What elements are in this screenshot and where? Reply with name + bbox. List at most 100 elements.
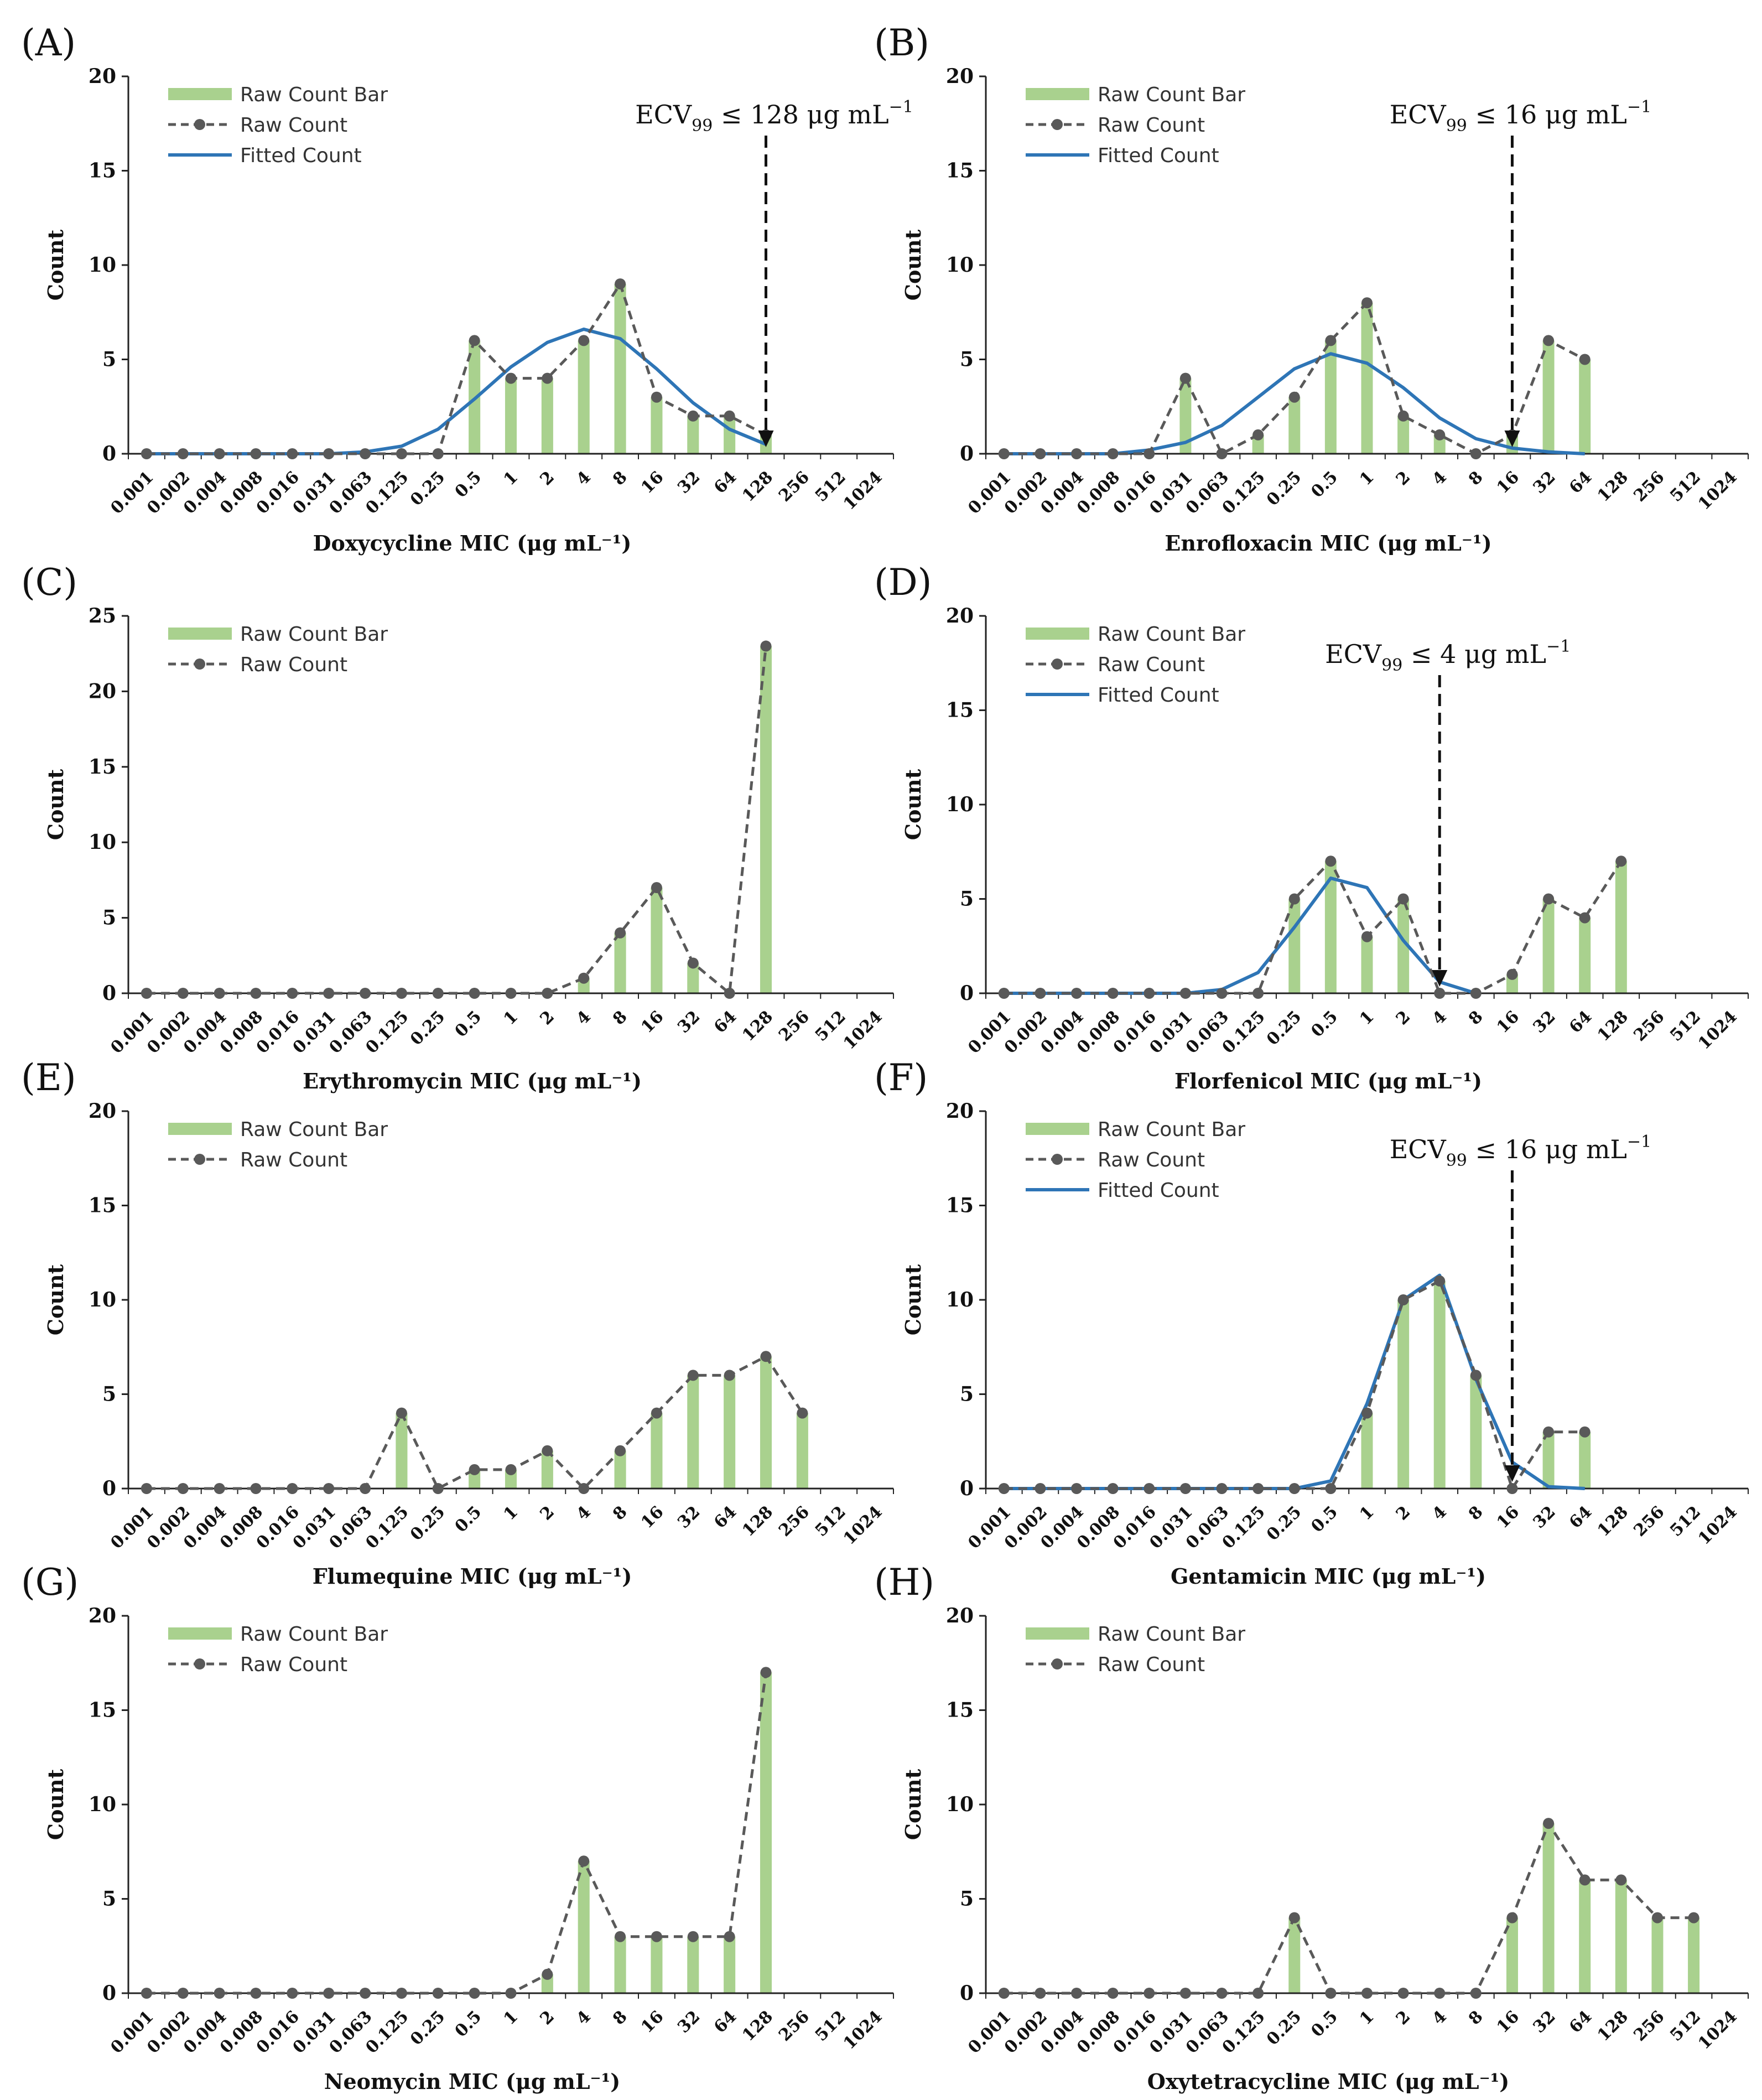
raw-count-point — [578, 335, 590, 346]
y-tick-label: 15 — [89, 1194, 116, 1217]
x-tick-label: 0.5 — [451, 1502, 486, 1537]
x-tick-label: 64 — [710, 468, 740, 497]
x-tick-label: 16 — [637, 2007, 667, 2037]
x-tick-label: 4 — [1428, 1502, 1451, 1525]
x-tick-label: 2 — [537, 1007, 559, 1029]
y-tick-label: 15 — [946, 699, 974, 722]
raw-count-point — [1325, 855, 1337, 867]
x-tick-label: 8 — [609, 1007, 631, 1029]
chart-panel-c: (C)05101520250.0010.0020.0040.0080.0160.… — [21, 561, 894, 1093]
bar — [1579, 1432, 1591, 1489]
raw-count-point — [1288, 1912, 1300, 1923]
raw-count-point — [724, 1931, 735, 1942]
raw-count-point — [1397, 893, 1409, 905]
x-tick-label: 4 — [1428, 1007, 1451, 1029]
x-tick-label: 0.5 — [451, 1007, 486, 1041]
legend-swatch-raw-marker — [194, 1658, 205, 1669]
raw-count-point — [1434, 1275, 1446, 1287]
raw-count-point — [542, 1968, 553, 1980]
y-axis-title: Count — [43, 769, 68, 840]
x-tick-label: 8 — [1465, 468, 1487, 490]
legend-label: Raw Count — [240, 1653, 347, 1676]
legend-label: Raw Count Bar — [240, 84, 388, 106]
bar — [651, 1936, 663, 1993]
bar — [1470, 1375, 1482, 1489]
legend-swatch-raw-marker — [1052, 1154, 1063, 1165]
bar — [541, 378, 553, 454]
raw-count-point — [287, 988, 298, 999]
x-tick-label: 64 — [710, 1502, 740, 1532]
raw-count-point — [250, 448, 262, 459]
raw-count-point — [1216, 1988, 1228, 1999]
raw-count-point — [1506, 1912, 1518, 1923]
x-tick-label: 1 — [500, 468, 522, 490]
raw-count-line — [1004, 1820, 1694, 1995]
x-tick-label: 0.5 — [1307, 468, 1342, 502]
bar — [724, 1936, 736, 1993]
bar — [1433, 1280, 1446, 1489]
raw-count-point — [1252, 429, 1264, 440]
bar — [1324, 861, 1337, 993]
raw-count-point — [1035, 1988, 1046, 1999]
x-tick-label: 16 — [637, 1502, 667, 1532]
raw-count-point — [1216, 448, 1228, 459]
raw-count-point — [1397, 410, 1409, 422]
panel-label: (C) — [21, 561, 77, 604]
x-tick-label: 1 — [1356, 1007, 1378, 1029]
raw-count-point — [323, 1483, 335, 1494]
x-tick-label: 256 — [1630, 1007, 1669, 1045]
bar — [724, 1375, 736, 1489]
chart-panel-a: (A)051015200.0010.0020.0040.0080.0160.03… — [21, 22, 913, 556]
x-tick-label: 0.25 — [407, 468, 449, 510]
legend-swatch-raw-marker — [194, 658, 205, 670]
raw-count-point — [542, 988, 553, 999]
raw-count-point — [432, 1483, 444, 1494]
x-tick-label: 0.25 — [407, 2007, 449, 2049]
x-tick-label: 128 — [739, 1502, 777, 1541]
raw-count-point — [360, 988, 371, 999]
legend-label: Raw Count — [1098, 1653, 1205, 1676]
y-tick-label: 15 — [89, 755, 116, 779]
raw-count-point — [760, 640, 772, 652]
y-tick-label: 15 — [946, 1194, 974, 1217]
x-tick-label: 0.25 — [1263, 1007, 1305, 1049]
x-tick-label: 256 — [1630, 468, 1669, 506]
legend-label: Raw Count — [1098, 114, 1205, 137]
bar — [1688, 1917, 1700, 1993]
raw-count-point — [1470, 448, 1482, 459]
y-tick-label: 20 — [89, 1604, 116, 1627]
bar — [578, 1861, 590, 1993]
raw-count-point — [1179, 988, 1191, 999]
legend-label: Raw Count — [240, 1149, 347, 1171]
x-tick-label: 128 — [1594, 1502, 1632, 1541]
raw-count-point — [1288, 893, 1300, 905]
raw-count-point — [1107, 1988, 1119, 1999]
y-tick-label: 10 — [946, 1288, 974, 1311]
y-axis-title: Count — [43, 229, 68, 300]
x-tick-label: 1 — [1356, 1502, 1378, 1525]
raw-count-point — [1179, 1988, 1191, 1999]
x-tick-label: 16 — [1493, 468, 1523, 497]
ecv-arrowhead — [758, 431, 774, 447]
raw-count-point — [360, 1988, 371, 1999]
bar — [1579, 917, 1591, 993]
x-tick-label: 4 — [573, 2007, 595, 2029]
legend-label: Raw Count — [1098, 1149, 1205, 1171]
raw-count-point — [141, 988, 152, 999]
raw-count-point — [1397, 1988, 1409, 1999]
ecv-arrowhead — [1432, 970, 1448, 987]
raw-count-point — [1615, 855, 1627, 867]
raw-count-point — [615, 1445, 626, 1456]
bar — [1615, 861, 1627, 993]
raw-count-point — [1107, 448, 1119, 459]
raw-count-point — [214, 448, 225, 459]
fitted-count-line — [1004, 352, 1585, 455]
raw-count-point — [1543, 893, 1555, 905]
raw-count-point — [1071, 988, 1083, 999]
bar — [1288, 1917, 1301, 1993]
x-tick-label: 16 — [1493, 1502, 1523, 1532]
raw-count-point — [287, 448, 298, 459]
legend-label: Raw Count Bar — [1098, 1118, 1245, 1141]
panel-label: (H) — [874, 1561, 934, 1604]
